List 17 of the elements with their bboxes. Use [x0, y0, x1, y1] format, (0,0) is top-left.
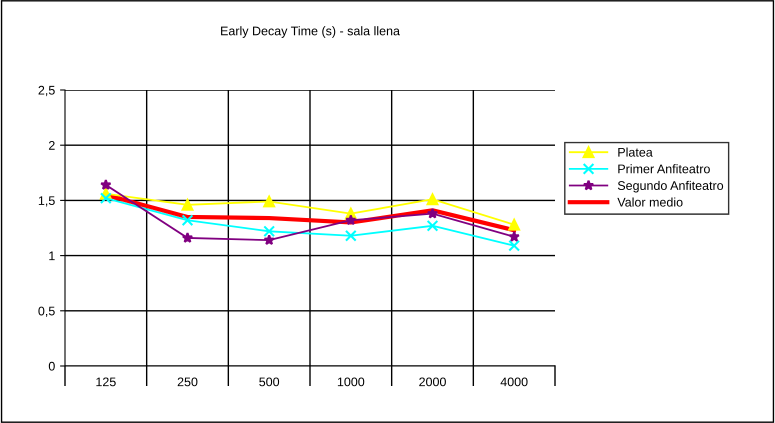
y-tick-label: 2,5	[38, 86, 55, 96]
y-tick-label: 0,5	[38, 306, 55, 317]
chart-title: Early Decay Time (s) - sala llena	[221, 26, 400, 38]
y-tick-label: 0	[48, 362, 55, 371]
x-tick-label: 2000	[419, 377, 446, 386]
legend-label: Valor medio	[617, 197, 683, 207]
x-tick-label: 250	[178, 377, 198, 386]
y-tick-label: 2	[48, 141, 55, 150]
y-tick-label: 1	[49, 252, 55, 260]
x-tick-label: 500	[259, 377, 280, 386]
y-tick-label: 1,5	[38, 196, 55, 207]
x-tick-label: 1000	[338, 377, 364, 386]
x-tick-label: 4000	[500, 377, 528, 386]
legend-label: Platea	[618, 148, 653, 157]
legend-label: Primer Anfiteatro	[618, 164, 710, 174]
legend-label: Segundo Anfiteatro	[618, 180, 724, 192]
x-tick-label: 125	[96, 377, 116, 386]
